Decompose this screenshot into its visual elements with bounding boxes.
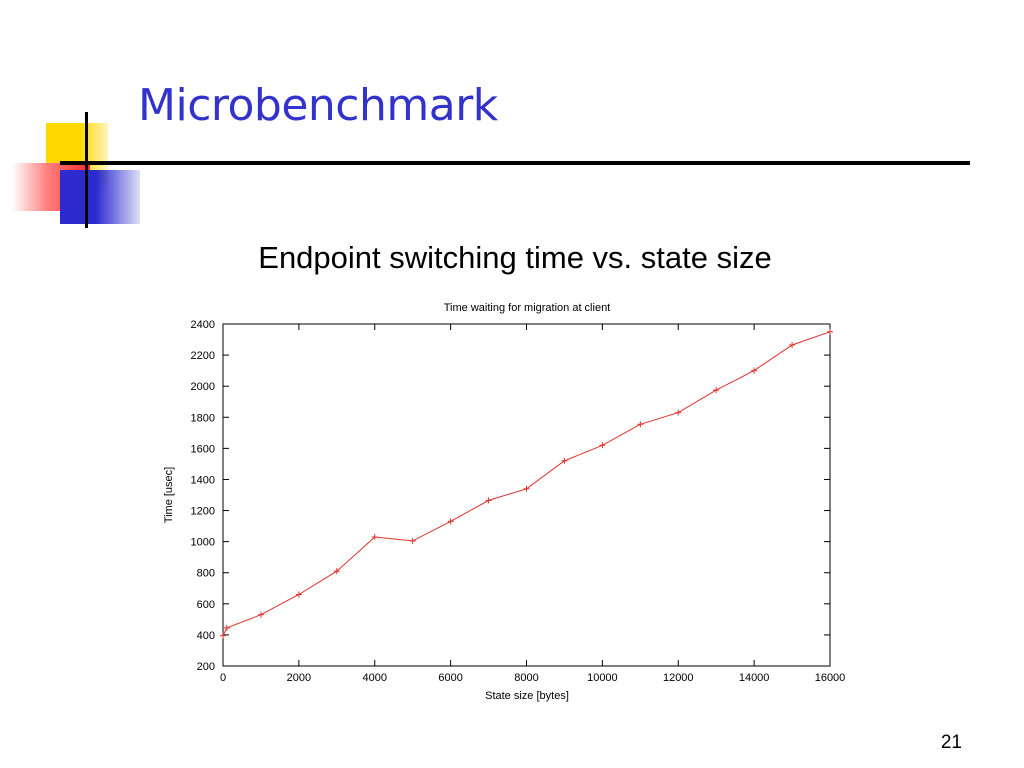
y-tick-label: 1600 [191, 443, 215, 455]
x-tick-label: 14000 [739, 672, 770, 684]
data-point-marker [751, 367, 758, 374]
data-point-marker [485, 497, 492, 504]
data-point-marker [561, 457, 568, 464]
data-point-marker [675, 409, 682, 416]
data-point-marker [599, 442, 606, 449]
x-tick-label: 4000 [363, 672, 387, 684]
y-tick-label: 2000 [191, 381, 215, 393]
data-point-marker [295, 591, 302, 598]
y-tick-label: 1000 [191, 537, 215, 549]
page-number: 21 [940, 732, 962, 753]
y-tick-label: 400 [197, 630, 215, 642]
data-point-marker [637, 421, 644, 428]
data-point-marker [447, 518, 454, 525]
x-tick-label: 12000 [663, 672, 694, 684]
x-tick-label: 10000 [587, 672, 618, 684]
y-tick-label: 1200 [191, 506, 215, 518]
x-tick-label: 2000 [287, 672, 311, 684]
y-tick-label: 2200 [191, 350, 215, 362]
y-tick-label: 1800 [191, 412, 215, 424]
slide-subtitle: Endpoint switching time vs. state size [258, 240, 772, 275]
y-tick-label: 2400 [191, 319, 215, 331]
data-point-marker [409, 537, 416, 544]
y-tick-label: 200 [197, 661, 215, 673]
chart-title: Time waiting for migration at client [444, 302, 611, 314]
data-point-marker [789, 341, 796, 348]
series-line [222, 331, 831, 636]
data-point-marker [827, 328, 833, 335]
x-tick-label: 6000 [438, 672, 462, 684]
decor-vertical-line [85, 112, 88, 228]
data-point-marker [223, 624, 230, 631]
axis-tick-labels: 0 2000 4000 6000 8000 10000 12000 14000 16000 200… [191, 319, 846, 684]
data-point-marker [333, 568, 340, 575]
y-tick-label: 1400 [191, 474, 215, 486]
x-tick-label: 0 [220, 672, 226, 684]
plot-area-frame [222, 323, 831, 667]
data-point-marker [220, 632, 226, 639]
data-point-marker [523, 485, 530, 492]
axis-ticks [222, 323, 831, 667]
decor-blue-square [60, 170, 140, 224]
title-rule [60, 161, 970, 165]
data-point-marker [257, 611, 264, 618]
y-axis-label: Time [usec] [163, 467, 175, 523]
data-point-marker [371, 533, 378, 540]
x-tick-label: 16000 [815, 672, 846, 684]
y-tick-label: 600 [197, 599, 215, 611]
slide-title: Microbenchmark [138, 80, 498, 131]
y-tick-label: 800 [197, 568, 215, 580]
x-axis-label: State size [bytes] [485, 690, 569, 702]
series-group [220, 328, 833, 639]
x-tick-label: 8000 [514, 672, 538, 684]
data-point-marker [713, 387, 720, 394]
